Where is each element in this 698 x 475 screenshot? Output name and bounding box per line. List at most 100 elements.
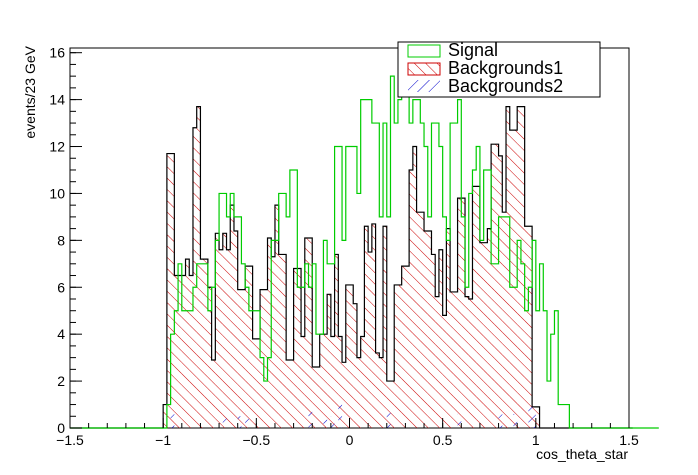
bar-backgrounds1 bbox=[494, 144, 499, 428]
bar-backgrounds1 bbox=[219, 249, 223, 428]
y-tick-label: 0 bbox=[57, 420, 65, 436]
bar-backgrounds1 bbox=[312, 367, 316, 428]
bar-backgrounds1 bbox=[517, 106, 521, 429]
y-axis-label: events/23 GeV bbox=[22, 45, 38, 138]
bar-backgrounds1 bbox=[364, 226, 369, 428]
bar-backgrounds1 bbox=[319, 334, 324, 428]
bar-backgrounds1 bbox=[528, 226, 533, 428]
bar-backgrounds1 bbox=[360, 336, 365, 428]
bar-backgrounds1 bbox=[342, 362, 346, 428]
legend-swatch-signal bbox=[407, 44, 441, 58]
bar-backgrounds1 bbox=[498, 155, 503, 428]
bar-backgrounds1 bbox=[256, 338, 261, 428]
legend-label-backgrounds2: Backgrounds2 bbox=[448, 76, 563, 96]
bar-backgrounds1 bbox=[450, 291, 454, 428]
bar-backgrounds1 bbox=[502, 212, 507, 428]
bar-backgrounds1 bbox=[192, 127, 197, 429]
bar-backgrounds1 bbox=[226, 249, 231, 428]
bar-backgrounds1 bbox=[230, 205, 234, 428]
bar-backgrounds1 bbox=[390, 381, 395, 428]
y-tick-label: 14 bbox=[49, 92, 65, 108]
bar-backgrounds1 bbox=[282, 254, 287, 428]
bar-backgrounds1 bbox=[241, 289, 246, 428]
bar-backgrounds1 bbox=[327, 294, 331, 428]
y-tick-label: 6 bbox=[57, 279, 65, 295]
x-tick-label: −1.5 bbox=[56, 432, 84, 448]
bar-backgrounds1 bbox=[170, 153, 175, 429]
histogram-series-layer bbox=[70, 52, 659, 429]
bar-backgrounds1 bbox=[401, 266, 406, 428]
legend-swatch-backgrounds1 bbox=[407, 62, 441, 76]
series-backgrounds2 bbox=[170, 402, 536, 428]
bar-backgrounds1 bbox=[520, 106, 525, 429]
bar-backgrounds2 bbox=[532, 406, 536, 428]
bar-backgrounds1 bbox=[513, 130, 518, 429]
outline-signal bbox=[70, 52, 659, 429]
bar-backgrounds1 bbox=[405, 266, 410, 428]
bar-backgrounds2 bbox=[513, 413, 518, 428]
bar-backgrounds2 bbox=[338, 402, 343, 428]
bar-backgrounds1 bbox=[453, 291, 458, 428]
legend-label-signal: Signal bbox=[448, 40, 498, 60]
bar-backgrounds1 bbox=[260, 289, 264, 428]
bar-backgrounds1 bbox=[446, 228, 451, 428]
x-tick-label: −1 bbox=[155, 432, 171, 448]
bar-backgrounds2 bbox=[528, 404, 533, 428]
axes-layer: −1.5 −1 −0.5 0 0.5 1 1.5 0 2 4 6 8 10 12 14 16 bbox=[49, 45, 639, 448]
bar-backgrounds1 bbox=[278, 254, 283, 428]
legend-swatch-backgrounds2 bbox=[408, 80, 440, 92]
bar-backgrounds1 bbox=[427, 230, 432, 428]
bar-backgrounds2 bbox=[386, 409, 391, 428]
y-tick-label: 4 bbox=[57, 326, 65, 342]
bar-backgrounds1 bbox=[293, 268, 298, 428]
y-tick-label: 16 bbox=[49, 45, 65, 61]
series-backgrounds1 bbox=[70, 106, 633, 429]
bar-backgrounds1 bbox=[248, 266, 253, 428]
bar-backgrounds1 bbox=[386, 381, 391, 428]
bar-backgrounds1 bbox=[211, 359, 216, 428]
bar-backgrounds1 bbox=[468, 298, 473, 428]
bar-backgrounds1 bbox=[289, 359, 294, 428]
x-tick-label: 0.5 bbox=[433, 432, 453, 448]
bar-backgrounds1 bbox=[509, 130, 514, 429]
bar-backgrounds1 bbox=[491, 144, 495, 428]
bar-backgrounds1 bbox=[349, 284, 354, 428]
bar-backgrounds1 bbox=[271, 256, 275, 428]
bar-backgrounds1 bbox=[420, 212, 425, 428]
bar-backgrounds1 bbox=[207, 287, 212, 428]
bar-backgrounds1 bbox=[330, 336, 335, 428]
bar-backgrounds1 bbox=[245, 266, 249, 428]
bar-backgrounds1 bbox=[252, 338, 257, 428]
bar-backgrounds1 bbox=[379, 357, 384, 428]
x-tick-label: 0 bbox=[346, 432, 354, 448]
x-tick-label: 1.5 bbox=[619, 432, 639, 448]
bar-backgrounds1 bbox=[472, 186, 477, 428]
bar-backgrounds2 bbox=[457, 413, 462, 428]
bar-backgrounds1 bbox=[383, 226, 387, 428]
bar-backgrounds1 bbox=[435, 296, 439, 428]
outline-backgrounds1 bbox=[70, 106, 633, 429]
bar-backgrounds1 bbox=[174, 275, 179, 428]
bar-backgrounds1 bbox=[416, 212, 421, 428]
series-signal bbox=[70, 52, 659, 429]
legend: Signal Backgrounds1 Backgrounds2 bbox=[397, 40, 601, 98]
bar-backgrounds1 bbox=[323, 334, 328, 428]
bar-backgrounds1 bbox=[345, 284, 350, 428]
x-tick-label: 1 bbox=[532, 432, 540, 448]
bar-backgrounds1 bbox=[461, 198, 466, 428]
bar-backgrounds1 bbox=[457, 198, 462, 428]
y-tick-label: 8 bbox=[57, 232, 65, 248]
bar-backgrounds1 bbox=[163, 404, 167, 428]
bar-backgrounds1 bbox=[375, 352, 380, 428]
bar-backgrounds1 bbox=[215, 233, 220, 428]
bar-backgrounds2 bbox=[330, 416, 335, 428]
bar-backgrounds1 bbox=[524, 226, 529, 428]
bar-backgrounds2 bbox=[222, 413, 227, 428]
bar-backgrounds1 bbox=[166, 153, 171, 429]
bar-backgrounds1 bbox=[267, 238, 272, 428]
bar-backgrounds1 bbox=[185, 259, 190, 428]
bar-backgrounds1 bbox=[506, 106, 510, 429]
bar-backgrounds1 bbox=[356, 357, 361, 428]
bar-backgrounds1 bbox=[476, 186, 480, 428]
